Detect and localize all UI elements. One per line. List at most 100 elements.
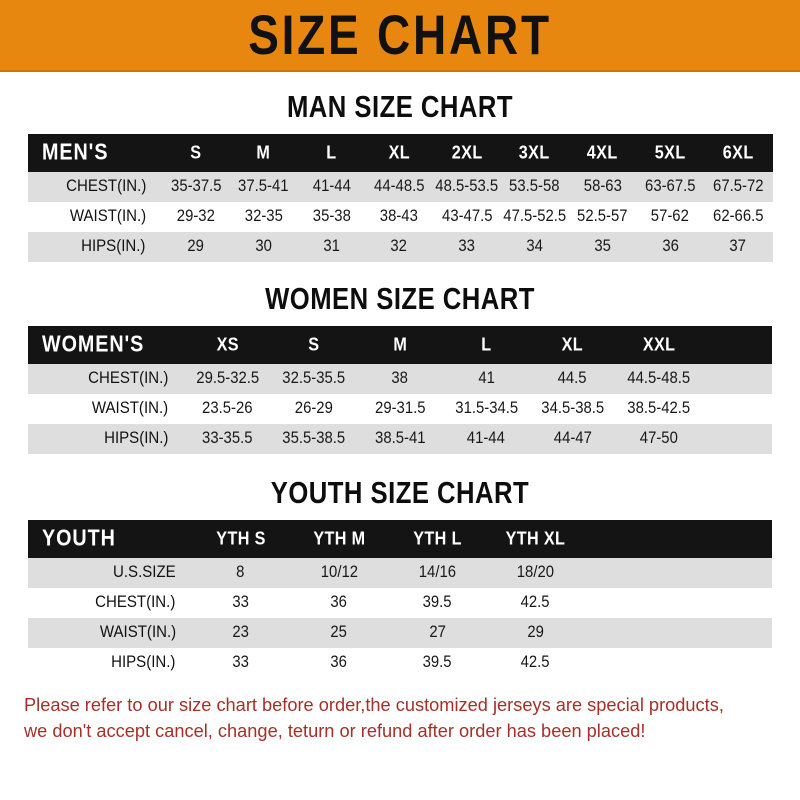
table-cell-text: 62-66.5 xyxy=(712,207,764,226)
women-row-label: HIPS(IN.) xyxy=(28,424,185,454)
table-cell: 32 xyxy=(365,232,433,262)
table-cell: 35 xyxy=(568,232,637,262)
table-cell: 38.5-42.5 xyxy=(615,394,703,424)
man-column-header-text: S xyxy=(190,142,202,163)
man-column-header: XL xyxy=(365,134,433,172)
youth-row-label: WAIST(IN.) xyxy=(28,618,192,648)
man-column-header: L xyxy=(297,134,366,172)
section-title-man: MAN SIZE CHART xyxy=(286,89,514,125)
women-column-header-text: L xyxy=(481,334,492,355)
table-cell-text: 31 xyxy=(323,237,340,256)
youth-column-header-text: YTH S xyxy=(216,528,266,549)
table-cell-text: 26-29 xyxy=(294,399,333,418)
table-cell-text: 57-62 xyxy=(651,207,690,226)
table-cell-text: 32.5-35.5 xyxy=(282,369,346,388)
table-cell: 26-29 xyxy=(270,394,357,424)
women-size-table: WOMEN'S XS S M L XL XXL CHEST(IN.) 29.5-32.5 32.5… xyxy=(28,326,772,454)
table-cell: 44.5 xyxy=(529,364,616,394)
man-size-table: MEN'S S M L XL 2XL 3XL 4XL 5XL 6XL CHEST(IN.) 35-37… xyxy=(28,134,772,262)
table-cell-filler xyxy=(702,394,772,424)
table-cell-text: 63-67.5 xyxy=(644,177,696,196)
table-cell-text: 30 xyxy=(255,237,272,256)
youth-column-header: YTH S xyxy=(191,520,290,558)
table-cell-text: 34.5-38.5 xyxy=(541,399,605,418)
table-cell-text: 37.5-41 xyxy=(238,177,289,196)
table-cell-text: 38.5-41 xyxy=(374,429,426,448)
table-cell: 57-62 xyxy=(636,202,705,232)
table-cell-text: 8 xyxy=(236,563,245,582)
table-cell-text: 29 xyxy=(527,623,544,642)
table-cell: 63-67.5 xyxy=(636,172,705,202)
women-header-filler xyxy=(702,326,772,364)
disclaimer: Please refer to our size chart before or… xyxy=(24,692,776,745)
table-cell-text: 38.5-42.5 xyxy=(627,399,691,418)
table-cell-text: 35.5-38.5 xyxy=(282,429,346,448)
table-cell: 36 xyxy=(636,232,705,262)
table-cell: 41-44 xyxy=(443,424,530,454)
table-cell: 29.5-32.5 xyxy=(184,364,271,394)
table-cell-text: 38-43 xyxy=(380,207,419,226)
man-row-label-text: HIPS(IN.) xyxy=(81,237,146,256)
table-cell-text: 32 xyxy=(390,237,408,256)
table-cell-text: 25 xyxy=(330,623,348,642)
table-cell-text: 27 xyxy=(428,623,446,642)
man-row-label: CHEST(IN.) xyxy=(28,172,162,202)
table-cell: 37 xyxy=(704,232,772,262)
table-cell-text: 29.5-32.5 xyxy=(195,369,259,388)
table-cell-text: 39.5 xyxy=(422,593,452,612)
table-cell-text: 47-50 xyxy=(639,429,678,448)
man-column-header-text: 5XL xyxy=(654,142,686,163)
table-cell: 38.5-41 xyxy=(356,424,444,454)
table-cell-text: 47.5-52.5 xyxy=(503,207,567,226)
table-cell: 29-32 xyxy=(161,202,230,232)
women-corner-label: WOMEN'S xyxy=(28,326,185,364)
table-cell-text: 35-37.5 xyxy=(170,177,222,196)
table-cell-filler xyxy=(702,364,772,394)
man-row-label-text: CHEST(IN.) xyxy=(65,177,146,196)
table-cell-text: 32-35 xyxy=(244,207,283,226)
women-row-label: WAIST(IN.) xyxy=(28,394,185,424)
table-cell: 58-63 xyxy=(568,172,637,202)
table-cell-text: 29 xyxy=(187,237,205,256)
table-cell: 39.5 xyxy=(388,648,487,678)
table-cell: 53.5-58 xyxy=(500,172,569,202)
youth-column-header-text: YTH M xyxy=(312,528,366,549)
women-column-header: XS xyxy=(184,326,271,364)
table-row: CHEST(IN.) 33 36 39.5 42.5 xyxy=(28,588,772,618)
table-cell: 33 xyxy=(191,648,290,678)
page-title: SIZE CHART xyxy=(248,3,552,67)
table-cell-text: 29-32 xyxy=(176,207,215,226)
table-cell-text: 33-35.5 xyxy=(202,429,253,448)
table-cell: 25 xyxy=(289,618,389,648)
table-cell: 44-48.5 xyxy=(365,172,433,202)
table-cell-text: 33 xyxy=(232,653,250,672)
table-cell: 47-50 xyxy=(615,424,703,454)
youth-row-label: U.S.SIZE xyxy=(28,558,192,588)
youth-column-header: YTH L xyxy=(388,520,487,558)
women-column-header: XXL xyxy=(615,326,703,364)
table-cell-text: 44-47 xyxy=(553,429,592,448)
table-cell-text: 33 xyxy=(458,237,476,256)
section-title-youth: YOUTH SIZE CHART xyxy=(270,475,530,511)
table-cell-text: 31.5-34.5 xyxy=(454,399,518,418)
women-row-label-text: CHEST(IN.) xyxy=(88,369,169,388)
table-cell: 35-38 xyxy=(297,202,366,232)
table-cell: 29 xyxy=(161,232,230,262)
table-cell: 42.5 xyxy=(486,648,585,678)
table-cell: 27 xyxy=(388,618,487,648)
table-row: U.S.SIZE 8 10/12 14/16 18/20 xyxy=(28,558,772,588)
women-row-label-text: WAIST(IN.) xyxy=(91,399,169,418)
man-corner-label-text: MEN'S xyxy=(42,139,109,166)
table-cell: 34 xyxy=(500,232,569,262)
table-cell-text: 35-38 xyxy=(312,207,351,226)
youth-row-label-text: U.S.SIZE xyxy=(112,563,176,582)
table-cell: 38-43 xyxy=(365,202,433,232)
table-cell-text: 48.5-53.5 xyxy=(435,177,499,196)
table-cell-text: 23 xyxy=(232,623,250,642)
table-cell-text: 37 xyxy=(729,237,747,256)
youth-column-header: YTH XL xyxy=(486,520,585,558)
youth-column-header: YTH M xyxy=(289,520,389,558)
table-cell: 52.5-57 xyxy=(568,202,637,232)
youth-size-table: YOUTH YTH S YTH M YTH L YTH XL U.S.SIZE 8 10/12… xyxy=(28,520,772,678)
table-cell-text: 42.5 xyxy=(520,653,550,672)
